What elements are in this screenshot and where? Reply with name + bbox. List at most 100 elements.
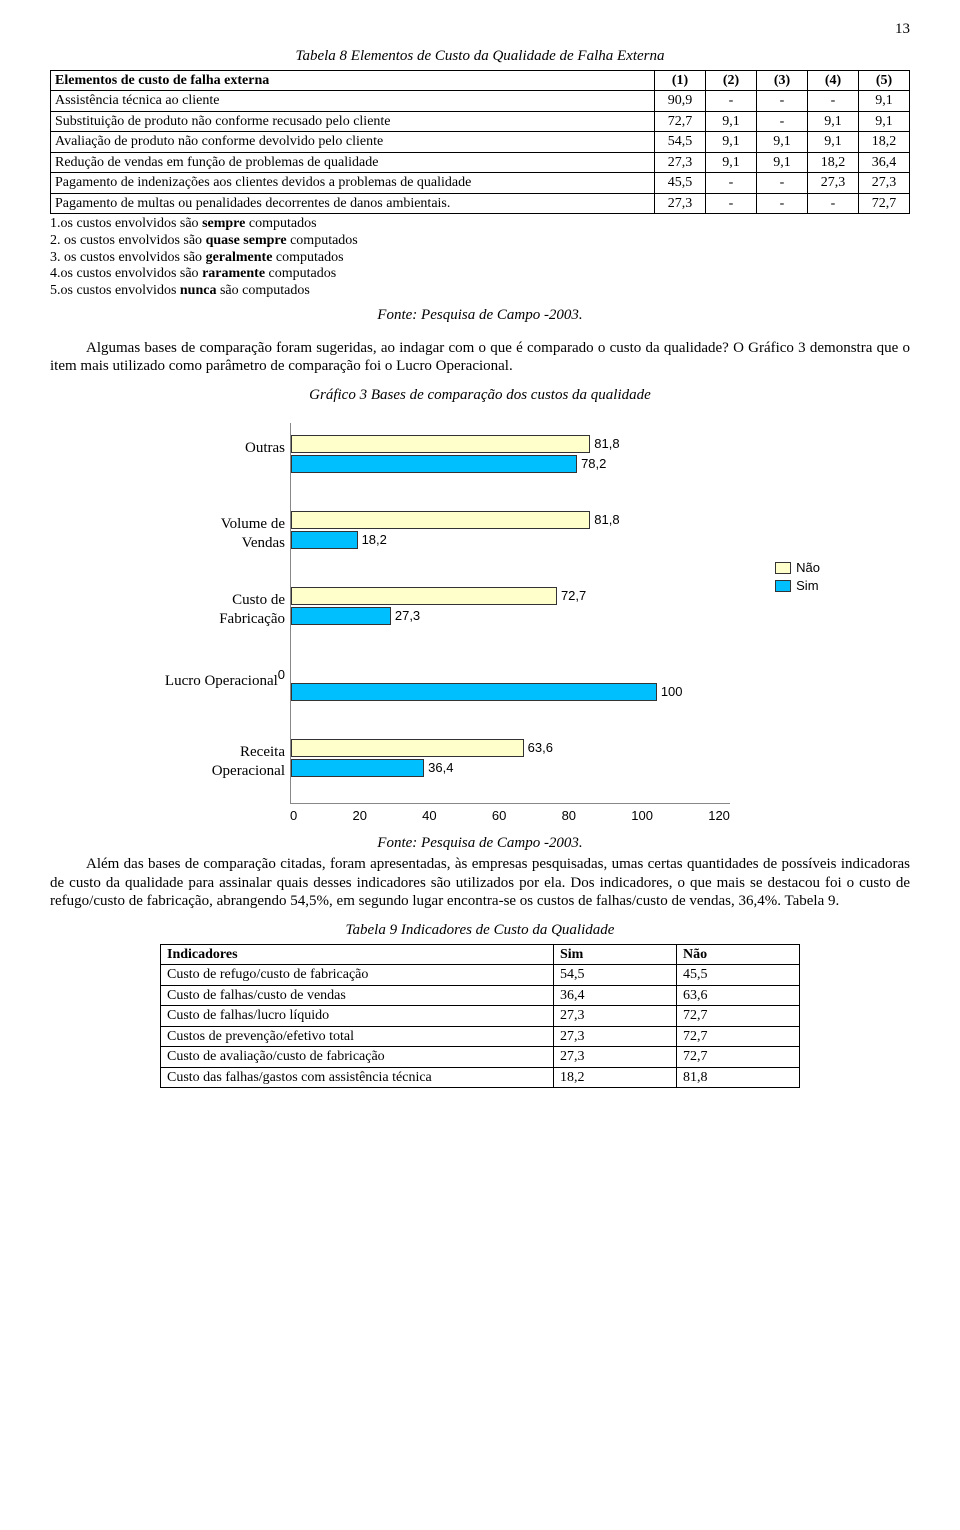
row-val: 9,1 xyxy=(706,132,757,153)
bar-nao-label: 81,8 xyxy=(594,436,619,452)
legend-nao: Não xyxy=(775,560,820,576)
legend-line: 3. os custos envolvidos são geralmente c… xyxy=(50,250,910,267)
bar-nao xyxy=(291,739,524,757)
row-val: 72,7 xyxy=(677,1047,800,1068)
bar-nao xyxy=(291,511,590,529)
x-tick: 40 xyxy=(422,808,436,824)
row-val: - xyxy=(757,91,808,112)
row-val: - xyxy=(706,91,757,112)
row-val: - xyxy=(706,193,757,214)
table8-legend: 1.os custos envolvidos são sempre comput… xyxy=(50,216,910,300)
table-row: Pagamento de multas ou penalidades decor… xyxy=(51,193,910,214)
x-tick: 20 xyxy=(352,808,366,824)
row-label: Custo de falhas/lucro líquido xyxy=(161,1006,554,1027)
table8-col-2: (2) xyxy=(706,70,757,91)
bar-sim-label: 36,4 xyxy=(428,760,453,776)
bar-sim xyxy=(291,683,657,701)
legend-sim-label: Sim xyxy=(796,578,818,594)
x-tick: 80 xyxy=(562,808,576,824)
table-row: Custo de falhas/custo de vendas36,463,6 xyxy=(161,985,800,1006)
legend-sim: Sim xyxy=(775,578,820,594)
row-label: Custos de prevenção/efetivo total xyxy=(161,1026,554,1047)
row-val: 9,1 xyxy=(757,132,808,153)
x-tick: 120 xyxy=(708,808,730,824)
table8-col-0: Elementos de custo de falha externa xyxy=(51,70,655,91)
x-tick: 0 xyxy=(290,808,297,824)
table8-col-3: (3) xyxy=(757,70,808,91)
row-val: - xyxy=(757,193,808,214)
row-val: 27,3 xyxy=(859,173,910,194)
table9-col-0: Indicadores xyxy=(161,944,554,965)
row-val: 81,8 xyxy=(677,1067,800,1088)
row-val: 36,4 xyxy=(859,152,910,173)
row-label: Pagamento de indenizações aos clientes d… xyxy=(51,173,655,194)
row-label: Assistência técnica ao cliente xyxy=(51,91,655,112)
bar-nao-label: 63,6 xyxy=(528,740,553,756)
bar-sim xyxy=(291,759,424,777)
row-val: 18,2 xyxy=(808,152,859,173)
table9-header-row: IndicadoresSimNão xyxy=(161,944,800,965)
table8-col-1: (1) xyxy=(655,70,706,91)
bar-nao xyxy=(291,587,557,605)
chart-area: Outras81,878,2Volume deVendas81,818,2Cus… xyxy=(290,423,730,804)
row-val: 27,3 xyxy=(554,1026,677,1047)
table9-col-2: Não xyxy=(677,944,800,965)
x-tick: 60 xyxy=(492,808,506,824)
chart-category-label: Volume deVendas xyxy=(135,515,291,553)
row-label: Custo de avaliação/custo de fabricação xyxy=(161,1047,554,1068)
table-row: Redução de vendas em função de problemas… xyxy=(51,152,910,173)
row-label: Substituição de produto não conforme rec… xyxy=(51,111,655,132)
row-label: Custo das falhas/gastos com assistência … xyxy=(161,1067,554,1088)
row-val: 9,1 xyxy=(859,111,910,132)
chart-category-label: ReceitaOperacional xyxy=(135,743,291,781)
row-val: 27,3 xyxy=(554,1006,677,1027)
table-row: Avaliação de produto não conforme devolv… xyxy=(51,132,910,153)
table-row: Custo das falhas/gastos com assistência … xyxy=(161,1067,800,1088)
bar-sim xyxy=(291,607,391,625)
row-val: 9,1 xyxy=(757,152,808,173)
row-val: 63,6 xyxy=(677,985,800,1006)
chart-category-label: Custo deFabricação xyxy=(135,591,291,629)
chart-wrap: Outras81,878,2Volume deVendas81,818,2Cus… xyxy=(140,423,820,824)
table-row: Custo de falhas/lucro líquido27,372,7 xyxy=(161,1006,800,1027)
row-label: Custo de refugo/custo de fabricação xyxy=(161,965,554,986)
row-label: Avaliação de produto não conforme devolv… xyxy=(51,132,655,153)
legend-line: 1.os custos envolvidos são sempre comput… xyxy=(50,216,910,233)
row-val: 9,1 xyxy=(808,132,859,153)
row-val: 36,4 xyxy=(554,985,677,1006)
chart-title: Gráfico 3 Bases de comparação dos custos… xyxy=(50,386,910,405)
row-label: Redução de vendas em função de problemas… xyxy=(51,152,655,173)
row-val: 9,1 xyxy=(859,91,910,112)
bar-nao xyxy=(291,435,590,453)
table9-title: Tabela 9 Indicadores de Custo da Qualida… xyxy=(50,921,910,940)
table-row: Assistência técnica ao cliente90,9---9,1 xyxy=(51,91,910,112)
bar-sim xyxy=(291,531,358,549)
body-paragraph-2: Além das bases de comparação citadas, fo… xyxy=(50,855,910,911)
bar-sim-label: 100 xyxy=(661,684,683,700)
chart-legend: Não Sim xyxy=(775,558,820,597)
bar-nao-label: 81,8 xyxy=(594,512,619,528)
row-val: - xyxy=(808,193,859,214)
row-val: 27,3 xyxy=(554,1047,677,1068)
table-row: Custo de avaliação/custo de fabricação27… xyxy=(161,1047,800,1068)
row-val: - xyxy=(757,111,808,132)
row-val: 72,7 xyxy=(677,1026,800,1047)
table8-col-4: (4) xyxy=(808,70,859,91)
row-val: 45,5 xyxy=(655,173,706,194)
table-row: Substituição de produto não conforme rec… xyxy=(51,111,910,132)
table8-title: Tabela 8 Elementos de Custo da Qualidade… xyxy=(50,47,910,66)
row-val: 72,7 xyxy=(677,1006,800,1027)
x-tick: 100 xyxy=(631,808,653,824)
row-val: 9,1 xyxy=(706,111,757,132)
row-val: 27,3 xyxy=(655,193,706,214)
table8-header-row: Elementos de custo de falha externa(1)(2… xyxy=(51,70,910,91)
chart-category-label: Outras xyxy=(135,439,291,458)
row-val: 9,1 xyxy=(706,152,757,173)
table9: IndicadoresSimNão Custo de refugo/custo … xyxy=(160,944,800,1089)
bar-sim-label: 78,2 xyxy=(581,456,606,472)
row-val: - xyxy=(757,173,808,194)
row-label: Pagamento de multas ou penalidades decor… xyxy=(51,193,655,214)
bar-sim-label: 27,3 xyxy=(395,608,420,624)
row-label: Custo de falhas/custo de vendas xyxy=(161,985,554,1006)
bar-sim-label: 18,2 xyxy=(362,532,387,548)
